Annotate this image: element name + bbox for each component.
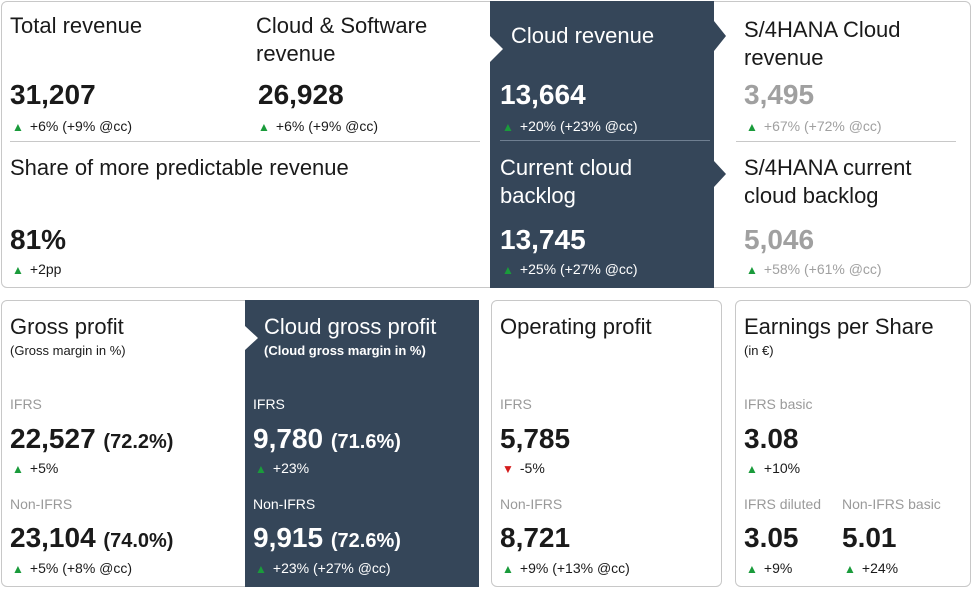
triangle-up-icon: ▲	[502, 120, 514, 134]
divider	[736, 141, 956, 142]
s4-cloud-revenue-value: 3,495	[744, 79, 815, 110]
cloud-revenue-label: Cloud revenue	[511, 23, 655, 48]
eps-diluted-value: 3.05	[744, 522, 799, 553]
eps-sublabel: (in €)	[744, 343, 774, 358]
triangle-up-icon: ▲	[746, 120, 758, 134]
s4-backlog-value: 5,046	[744, 224, 815, 255]
cloud-gross-profit-nonifrs-label: Non-IFRS	[253, 496, 316, 512]
eps-diluted-label: IFRS diluted	[744, 496, 822, 512]
gross-profit-nonifrs-value: 23,104 (74.0%)	[10, 522, 174, 553]
operating-profit-label: Operating profit	[500, 314, 652, 339]
operating-profit-ifrs-label: IFRS	[500, 396, 532, 412]
divider	[500, 140, 710, 141]
triangle-up-icon: ▲	[258, 120, 270, 134]
eps-nonifrs-value: 5.01	[842, 522, 897, 553]
cloud-software-change: ▲ +6% (+9% @cc)	[258, 118, 379, 134]
cloud-software-label-2: revenue	[256, 41, 336, 66]
operating-profit-card	[491, 300, 722, 587]
cloud-revenue-change: ▲ +20% (+23% @cc)	[502, 118, 638, 134]
eps-label: Earnings per Share	[744, 314, 934, 339]
predictable-revenue-label: Share of more predictable revenue	[10, 155, 349, 180]
current-cloud-backlog-label-1: Current cloud	[500, 155, 633, 180]
eps-card	[735, 300, 971, 587]
total-revenue-change: ▲ +6% (+9% @cc)	[12, 118, 133, 134]
operating-profit-ifrs-change: ▼ -5%	[502, 460, 545, 476]
s4-cloud-revenue-label-2: revenue	[744, 45, 824, 70]
operating-profit-nonifrs-change: ▲ +9% (+13% @cc)	[502, 560, 630, 576]
eps-diluted-change: ▲ +9%	[746, 560, 793, 576]
s4-cloud-revenue-label-1: S/4HANA Cloud	[744, 17, 901, 42]
cloud-gross-profit-label: Cloud gross profit	[264, 314, 437, 339]
revenue-card	[1, 1, 971, 288]
eps-nonifrs-change: ▲ +24%	[844, 560, 899, 576]
cloud-gross-profit-ifrs-label: IFRS	[253, 396, 285, 412]
eps-basic-value: 3.08	[744, 423, 799, 454]
s4-backlog-label-1: S/4HANA current	[744, 155, 912, 180]
gross-profit-ifrs-label: IFRS	[10, 396, 42, 412]
cloud-gross-profit-panel	[245, 300, 479, 587]
cloud-highlight-panel	[490, 1, 726, 288]
triangle-up-icon: ▲	[12, 120, 24, 134]
operating-profit-ifrs-value: 5,785	[500, 423, 571, 454]
operating-profit-nonifrs-value: 8,721	[500, 522, 571, 553]
current-cloud-backlog-label-2: backlog	[500, 183, 576, 208]
s4-backlog-change: ▲ +58% (+61% @cc)	[746, 261, 882, 277]
triangle-up-icon: ▲	[502, 562, 514, 576]
triangle-up-icon: ▲	[746, 263, 758, 277]
eps-basic-label: IFRS basic	[744, 396, 813, 412]
triangle-up-icon: ▲	[255, 462, 267, 476]
eps-nonifrs-label: Non-IFRS basic	[842, 496, 941, 512]
gross-profit-label: Gross profit	[10, 314, 124, 339]
triangle-up-icon: ▲	[746, 562, 758, 576]
cloud-gross-profit-ifrs-change: ▲ +23%	[255, 460, 310, 476]
gross-profit-nonifrs-label: Non-IFRS	[10, 496, 73, 512]
gross-profit-sublabel: (Gross margin in %)	[10, 343, 126, 358]
s4-backlog-label-2: cloud backlog	[744, 183, 879, 208]
eps-basic-change: ▲ +10%	[746, 460, 801, 476]
total-revenue-label: Total revenue	[10, 13, 143, 38]
gross-profit-ifrs-change: ▲ +5%	[12, 460, 59, 476]
cloud-revenue-value: 13,664	[500, 79, 586, 110]
predictable-revenue-value: 81%	[10, 224, 67, 255]
gross-profit-ifrs-value: 22,527 (72.2%)	[10, 423, 174, 454]
triangle-up-icon: ▲	[255, 562, 267, 576]
cloud-software-label-1: Cloud & Software	[256, 13, 428, 38]
gross-profit-nonifrs-change: ▲ +5% (+8% @cc)	[12, 560, 133, 576]
cloud-software-value: 26,928	[258, 79, 344, 110]
operating-profit-nonifrs-label: Non-IFRS	[500, 496, 563, 512]
triangle-up-icon: ▲	[502, 263, 514, 277]
divider	[10, 141, 480, 142]
cloud-gross-profit-ifrs-value: 9,780 (71.6%)	[253, 423, 401, 454]
triangle-down-icon: ▼	[502, 462, 514, 476]
cloud-gross-profit-sublabel: (Cloud gross margin in %)	[264, 343, 426, 358]
triangle-up-icon: ▲	[746, 462, 758, 476]
current-cloud-backlog-value: 13,745	[500, 224, 586, 255]
predictable-revenue-change: ▲ +2pp	[12, 261, 62, 277]
cloud-gross-profit-nonifrs-change: ▲ +23% (+27% @cc)	[255, 560, 391, 576]
triangle-up-icon: ▲	[12, 263, 24, 277]
total-revenue-value: 31,207	[10, 79, 96, 110]
triangle-up-icon: ▲	[12, 562, 24, 576]
current-cloud-backlog-change: ▲ +25% (+27% @cc)	[502, 261, 638, 277]
s4-cloud-revenue-change: ▲ +67% (+72% @cc)	[746, 118, 882, 134]
triangle-up-icon: ▲	[844, 562, 856, 576]
cloud-gross-profit-nonifrs-value: 9,915 (72.6%)	[253, 522, 401, 553]
triangle-up-icon: ▲	[12, 462, 24, 476]
